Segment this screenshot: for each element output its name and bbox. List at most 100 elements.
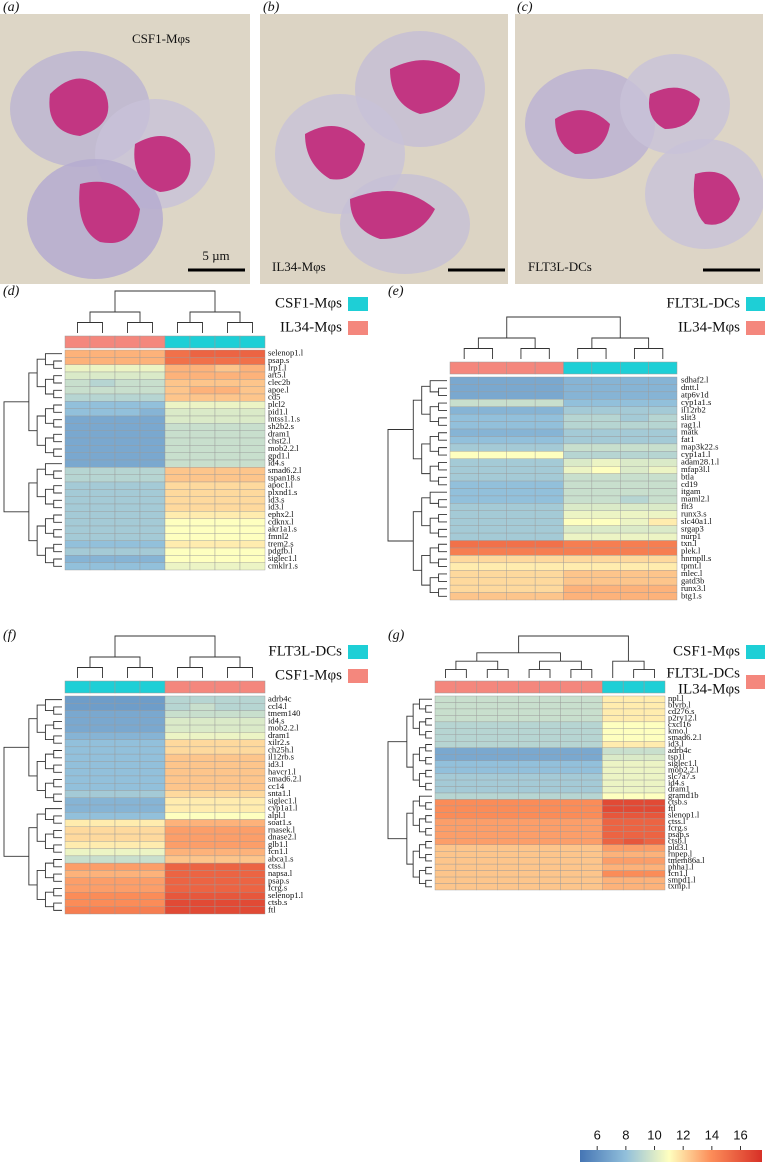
heatmap-cell — [518, 876, 540, 884]
heatmap-cell — [560, 825, 582, 832]
dendrogram — [36, 358, 46, 388]
dendrogram — [53, 793, 62, 802]
heatmap-cell — [643, 728, 666, 735]
heatmap-cell — [506, 466, 536, 474]
heatmap-cell — [560, 728, 582, 735]
heatmap-cell — [64, 415, 91, 424]
heatmap-cell — [478, 406, 507, 415]
dendrogram — [3, 401, 29, 513]
heatmap-cell — [189, 408, 216, 417]
heatmap-cell — [497, 702, 519, 710]
heatmap-cell — [89, 518, 116, 527]
heatmap-cell — [581, 863, 603, 871]
heatmap-cell — [476, 812, 498, 820]
heatmap-cell — [648, 480, 678, 489]
heatmap-cell — [214, 371, 241, 380]
heatmap-cell — [139, 892, 166, 900]
group-bar — [64, 335, 91, 349]
heatmap-cell — [581, 825, 603, 832]
row-label: art5.l — [268, 370, 287, 380]
heatmap-cell — [164, 790, 191, 798]
heatmap-cell — [539, 779, 561, 787]
heatmap-cell — [239, 503, 266, 512]
heatmap-cell — [620, 466, 649, 474]
heatmap-cell — [139, 511, 166, 519]
heatmap-cell — [434, 792, 457, 800]
heatmap-cell — [164, 533, 191, 541]
heatmap-cell — [164, 393, 191, 402]
heatmap-cell — [64, 555, 91, 563]
heatmap-cell — [164, 833, 191, 842]
heatmap-cell — [563, 391, 593, 400]
heatmap-cell — [64, 518, 91, 527]
heatmap-cell — [563, 584, 593, 593]
heatmap-cell — [518, 805, 540, 813]
heatmap-cell — [214, 783, 241, 791]
heatmap-cell — [648, 451, 678, 459]
heatmap-cell — [214, 518, 241, 527]
heatmap-cell — [239, 695, 266, 704]
heatmap-cell — [214, 533, 241, 541]
heatmap-cell — [534, 577, 564, 586]
heatmap-cell — [139, 739, 166, 748]
heatmap-cell — [534, 525, 564, 534]
heatmap-cell — [214, 386, 241, 395]
heatmap-cell — [239, 753, 266, 762]
heatmap-cell — [602, 844, 624, 852]
heatmap-cell — [189, 739, 216, 748]
dendrogram — [421, 443, 431, 475]
heatmap-cell — [164, 797, 191, 806]
heatmap-cell — [89, 474, 116, 483]
heatmap-cell — [239, 474, 266, 483]
heatmap-cell — [534, 473, 564, 482]
caption: FLT3L-DCs — [528, 259, 592, 274]
heatmap-cell — [164, 430, 191, 439]
dendrogram — [53, 485, 62, 494]
heatmap-cell — [89, 437, 116, 446]
row-label: id4.s — [268, 458, 285, 468]
heatmap-cell — [648, 562, 678, 571]
heatmap-cell — [534, 384, 564, 393]
row-label: siglec1.l — [668, 758, 697, 768]
heatmap-cell — [189, 533, 216, 541]
heatmap-cell — [560, 863, 582, 871]
heatmap-cell — [563, 488, 593, 497]
heatmap-cell — [581, 721, 603, 729]
heatmap-cell — [476, 863, 498, 871]
heatmap-cell — [478, 473, 507, 482]
heatmap-cell — [497, 734, 519, 742]
heatmap-cell — [449, 555, 479, 564]
heatmap-cell — [239, 710, 266, 718]
heatmap-cell — [622, 766, 645, 774]
heatmap-cell — [455, 812, 478, 820]
dendrogram — [89, 311, 141, 323]
heatmap-cell — [239, 393, 266, 402]
heatmap-cell — [560, 792, 582, 800]
dendrogram — [44, 437, 54, 454]
dendrogram — [591, 337, 650, 349]
heatmap-cell — [506, 555, 536, 564]
dendrogram — [518, 635, 629, 662]
heatmap-cell — [89, 870, 116, 878]
heatmap-cell — [214, 899, 241, 907]
heatmap-cell — [164, 474, 191, 483]
heatmap-cell — [139, 423, 166, 431]
dendrogram — [44, 699, 62, 711]
heatmap-cell — [89, 899, 116, 907]
dendrogram — [429, 577, 439, 594]
heatmap-cell — [189, 349, 216, 358]
heatmap-cell — [239, 703, 266, 711]
heatmap-cell — [139, 489, 166, 497]
dendrogram — [438, 447, 447, 456]
heatmap-cell — [139, 401, 166, 409]
heatmap-cell — [239, 430, 266, 439]
heatmap-cell — [89, 371, 116, 380]
heatmap-cell — [620, 443, 649, 452]
heatmap-cell — [581, 831, 603, 839]
heatmap-cell — [214, 415, 241, 424]
heatmap-cell — [214, 430, 241, 439]
heatmap-cell — [434, 741, 457, 748]
heatmap-cell — [114, 870, 141, 878]
heatmap-cell — [506, 547, 536, 556]
heatmap-cell — [114, 386, 141, 395]
